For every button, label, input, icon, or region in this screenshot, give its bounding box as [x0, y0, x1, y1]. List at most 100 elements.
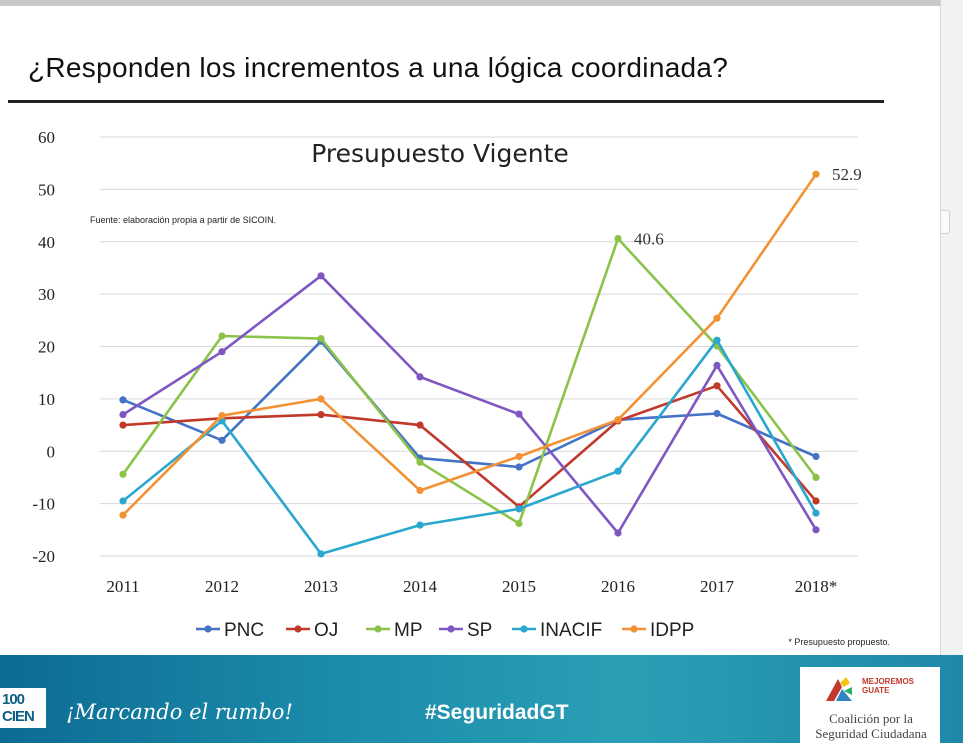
- x-tick-label: 2013: [304, 577, 338, 596]
- y-tick-label: 40: [38, 233, 55, 252]
- chart-gridlines: [100, 136, 858, 557]
- series-line-inacif: [122, 338, 818, 556]
- legend-item-pnc: PNC: [196, 620, 264, 641]
- legend-label: MP: [394, 620, 423, 641]
- x-tick-label: 2011: [106, 577, 139, 596]
- legend-item-mp: MP: [366, 620, 423, 641]
- series-oj: [119, 382, 820, 511]
- legend-label: INACIF: [540, 620, 602, 641]
- panel-handle[interactable]: [941, 210, 950, 234]
- y-axis-tick-labels: -20 -10 0 10 20 30 40 50 60: [32, 128, 55, 566]
- y-tick-label: 20: [38, 338, 55, 357]
- badge-coalition-name: Coalición por la Seguridad Ciudadana: [815, 711, 927, 741]
- data-point-idpp: [119, 511, 127, 519]
- line-chart: -20 -10 0 10 20 30 40 50 60 2011 2012 2013 2014 2015…: [32, 128, 890, 647]
- y-tick-label: -20: [32, 547, 55, 566]
- legend-item-sp: SP: [439, 620, 492, 641]
- data-point-idpp: [515, 452, 523, 461]
- x-tick-label: 2018*: [795, 577, 838, 596]
- footer-hashtag: #SeguridadGT: [425, 701, 569, 724]
- x-tick-label: 2016: [601, 577, 635, 596]
- data-point-inacif: [614, 467, 622, 475]
- legend-swatch-dot: [374, 625, 382, 633]
- x-tick-label: 2012: [205, 577, 239, 596]
- data-point-oj: [416, 421, 424, 429]
- y-tick-label: -10: [32, 495, 55, 514]
- data-point-pnc: [515, 463, 523, 471]
- legend-item-oj: OJ: [286, 620, 338, 641]
- data-point-idpp: [317, 395, 325, 403]
- data-point-idpp: [218, 412, 226, 420]
- legend-swatch-dot: [630, 625, 638, 633]
- data-point-sp: [218, 348, 226, 356]
- data-point-oj: [119, 421, 127, 429]
- data-point-oj: [713, 382, 721, 390]
- data-point-pnc: [713, 409, 721, 418]
- data-point-idpp: [416, 486, 424, 495]
- x-tick-label: 2014: [403, 577, 438, 596]
- legend-item-idpp: IDPP: [622, 620, 694, 641]
- badge-brand: MEJOREMOS GUATE: [862, 677, 922, 695]
- chart-legend: PNC OJ MP SP INACIF IDPP: [196, 620, 694, 641]
- data-point-inacif: [317, 550, 325, 558]
- data-point-sp: [713, 361, 721, 369]
- right-panel-edge[interactable]: [940, 0, 963, 660]
- footer-banner: 100 CIEN ¡Marcando el rumbo! #SeguridadG…: [0, 655, 963, 743]
- data-point-pnc: [218, 436, 226, 444]
- footnote: * Presupuesto propuesto.: [788, 637, 890, 647]
- chart-series: [119, 170, 820, 558]
- cien-logo-number: 100: [2, 691, 25, 708]
- data-point-inacif: [812, 509, 820, 517]
- data-point-inacif: [119, 497, 127, 505]
- legend-swatch-dot: [294, 625, 302, 633]
- series-line-pnc: [122, 340, 817, 469]
- series-line-oj: [122, 384, 817, 509]
- data-point-mp: [119, 470, 127, 478]
- y-tick-label: 0: [47, 442, 56, 461]
- y-tick-label: 30: [38, 285, 55, 304]
- data-point-sp: [614, 529, 622, 537]
- series-line-idpp: [122, 173, 818, 517]
- mejoremos-guate-logo-icon: [826, 677, 852, 701]
- data-point-mp: [515, 519, 523, 528]
- source-note: Fuente: elaboración propia a partir de S…: [90, 215, 276, 225]
- data-point-sp: [416, 373, 424, 381]
- data-point-inacif: [713, 336, 721, 344]
- x-tick-label: 2017: [700, 577, 735, 596]
- series-line-sp: [122, 274, 818, 535]
- data-point-mp: [317, 335, 325, 343]
- data-point-inacif: [416, 521, 424, 529]
- legend-label: OJ: [314, 620, 338, 641]
- y-tick-label: 60: [38, 128, 55, 147]
- legend-swatch-dot: [520, 625, 528, 633]
- data-point-mp: [416, 458, 424, 466]
- series-mp: [119, 235, 820, 528]
- legend-swatch-dot: [447, 625, 455, 633]
- title-underline: [8, 100, 884, 103]
- data-label: 40.6: [634, 230, 664, 249]
- data-point-pnc: [119, 396, 127, 404]
- data-point-inacif: [515, 505, 523, 513]
- data-point-sp: [515, 410, 523, 418]
- data-point-idpp: [713, 314, 721, 322]
- data-point-mp: [812, 473, 820, 481]
- data-point-pnc: [812, 452, 820, 461]
- series-idpp: [119, 170, 820, 519]
- series-inacif: [119, 336, 820, 558]
- series-line-mp: [121, 237, 818, 525]
- y-tick-label: 10: [38, 390, 55, 409]
- data-point-oj: [812, 497, 820, 505]
- coalition-badge: MEJOREMOS GUATE Coalición por la Segurid…: [800, 667, 940, 743]
- x-tick-label: 2015: [502, 577, 536, 596]
- data-point-idpp: [614, 416, 622, 424]
- data-label: 52.9: [832, 165, 862, 184]
- legend-swatch-dot: [204, 625, 212, 633]
- x-axis-tick-labels: 2011 2012 2013 2014 2015 2016 2017 2018*: [106, 577, 837, 596]
- badge-brand-line2: GUATE: [862, 686, 890, 695]
- data-point-sp: [119, 411, 127, 419]
- badge-brand-line1: MEJOREMOS: [862, 677, 915, 686]
- data-point-idpp: [812, 170, 820, 178]
- data-point-sp: [812, 526, 820, 534]
- legend-label: PNC: [224, 620, 264, 641]
